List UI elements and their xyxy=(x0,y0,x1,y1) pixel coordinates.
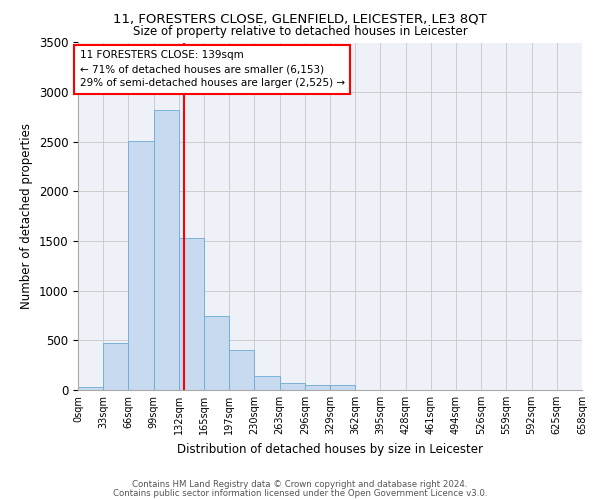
Text: Contains public sector information licensed under the Open Government Licence v3: Contains public sector information licen… xyxy=(113,490,487,498)
Bar xyxy=(78,387,103,390)
Bar xyxy=(229,350,254,390)
Bar xyxy=(254,376,280,390)
Bar xyxy=(330,384,355,390)
Text: Contains HM Land Registry data © Crown copyright and database right 2024.: Contains HM Land Registry data © Crown c… xyxy=(132,480,468,489)
Bar xyxy=(305,384,330,390)
Bar xyxy=(154,110,179,390)
Bar xyxy=(204,316,229,390)
X-axis label: Distribution of detached houses by size in Leicester: Distribution of detached houses by size … xyxy=(177,442,483,456)
Text: 11, FORESTERS CLOSE, GLENFIELD, LEICESTER, LE3 8QT: 11, FORESTERS CLOSE, GLENFIELD, LEICESTE… xyxy=(113,12,487,26)
Y-axis label: Number of detached properties: Number of detached properties xyxy=(20,123,33,309)
Text: Size of property relative to detached houses in Leicester: Size of property relative to detached ho… xyxy=(133,25,467,38)
Bar xyxy=(128,141,154,390)
Bar xyxy=(179,238,204,390)
Bar xyxy=(103,344,128,390)
Bar xyxy=(280,382,305,390)
Text: 11 FORESTERS CLOSE: 139sqm
← 71% of detached houses are smaller (6,153)
29% of s: 11 FORESTERS CLOSE: 139sqm ← 71% of deta… xyxy=(80,50,344,88)
